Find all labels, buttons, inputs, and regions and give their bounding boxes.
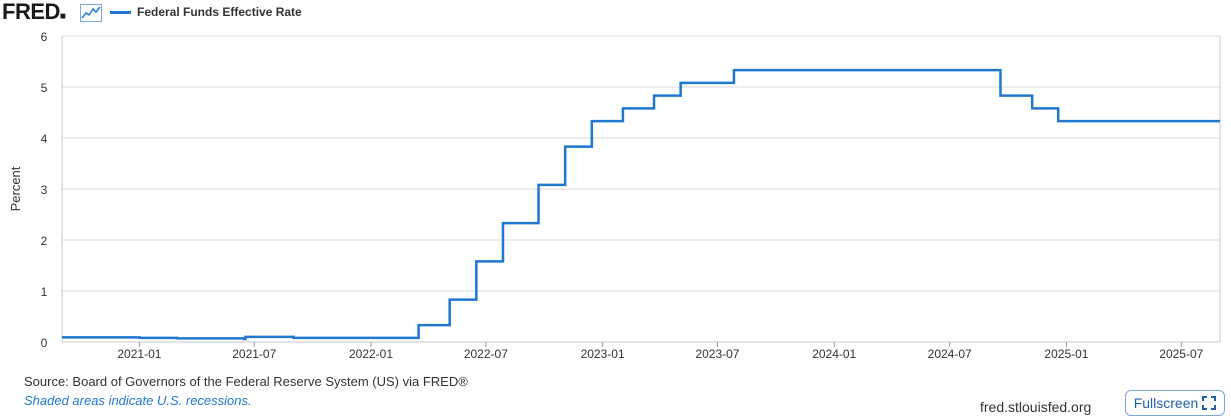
fred-logo-text: FRED xyxy=(2,0,60,24)
y-tick-label: 1 xyxy=(41,285,48,299)
fullscreen-label: Fullscreen xyxy=(1133,395,1199,411)
y-tick-label: 0 xyxy=(41,336,48,350)
y-tick-label: 3 xyxy=(41,183,48,197)
series-line-fed-funds-rate xyxy=(62,68,1220,341)
fred-logo[interactable]: FRED■ xyxy=(2,0,66,25)
chart-area[interactable]: 0 1 2 3 4 5 6 2021-01 2021-07 2022-01 2022-07 2023-… xyxy=(0,0,1231,370)
x-tick-label: 2021-01 xyxy=(117,347,161,361)
x-tick-label: 2025-01 xyxy=(1044,347,1088,361)
line-graph-icon xyxy=(80,4,102,22)
x-tick-label: 2022-01 xyxy=(349,347,393,361)
chart-header: FRED■ Federal Funds Effective Rate xyxy=(0,0,600,26)
y-tick-label: 4 xyxy=(41,132,48,146)
x-tick-label: 2025-07 xyxy=(1159,347,1203,361)
expand-icon xyxy=(1202,396,1217,410)
x-tick-label: 2023-07 xyxy=(695,347,739,361)
y-axis-title: Percent xyxy=(8,166,23,211)
x-tick-label: 2022-07 xyxy=(464,347,508,361)
x-tick-label: 2023-01 xyxy=(581,347,625,361)
y-tick-label: 6 xyxy=(41,30,48,44)
source-text: Source: Board of Governors of the Federa… xyxy=(24,374,468,389)
x-tick-label: 2024-07 xyxy=(928,347,972,361)
chart-legend: Federal Funds Effective Rate xyxy=(110,5,302,19)
y-tick-label: 2 xyxy=(41,234,48,248)
legend-swatch xyxy=(110,10,131,14)
recession-note[interactable]: Shaded areas indicate U.S. recessions. xyxy=(24,393,252,408)
fred-logo-dot: ■ xyxy=(59,11,66,22)
legend-label: Federal Funds Effective Rate xyxy=(137,5,302,19)
x-tick-label: 2024-01 xyxy=(812,347,856,361)
fred-url[interactable]: fred.stlouisfed.org xyxy=(980,399,1092,415)
x-tick-label: 2021-07 xyxy=(232,347,276,361)
fullscreen-button[interactable]: Fullscreen xyxy=(1125,390,1225,416)
y-tick-label: 5 xyxy=(41,81,48,95)
